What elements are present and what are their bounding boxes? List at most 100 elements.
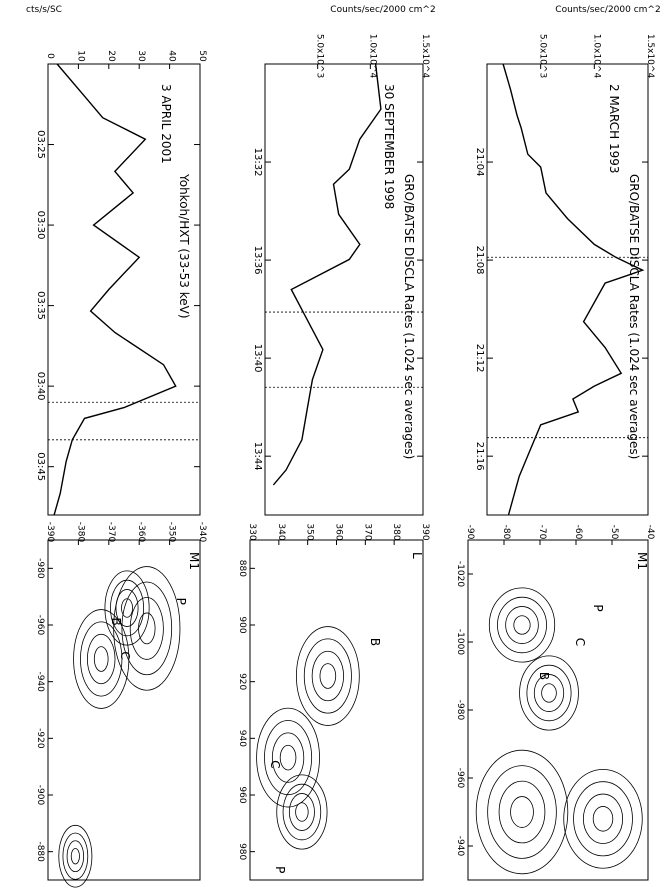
map-tick-label: -1000: [455, 629, 465, 655]
contour-line: [526, 664, 572, 722]
contour-line: [121, 581, 173, 676]
source-label: P: [591, 604, 605, 611]
contour-line: [519, 655, 579, 731]
source-label: C: [573, 638, 587, 646]
contour-line: [541, 683, 557, 703]
map-tick-label: -960: [455, 768, 465, 789]
map-tick-label: -350: [167, 522, 177, 543]
value-tick-label: 30: [136, 50, 146, 62]
time-tick-label: 03:40: [35, 372, 46, 401]
time-tick-label: 13:32: [252, 148, 263, 177]
contour-line: [86, 633, 116, 685]
source-label: P: [174, 598, 188, 605]
contour-line: [110, 579, 145, 637]
contour-line: [303, 638, 352, 714]
map-tick-label: 980: [237, 843, 247, 860]
source-label: P: [273, 866, 287, 873]
map-tick-label: -980: [35, 558, 45, 579]
contour-line: [62, 832, 89, 880]
map-tick-label: 360: [334, 523, 344, 540]
contour-line: [276, 774, 328, 850]
map-panel-label: M1: [635, 552, 649, 570]
source-label: C: [118, 651, 132, 659]
contour-map-bot: -980 -960 -940 -920 -900 -880 -390 -380 -370 -360…: [35, 522, 207, 888]
map-tick-label: -980: [455, 700, 465, 721]
contour-line: [282, 783, 322, 841]
series-line: [502, 63, 645, 516]
contour-line: [104, 570, 150, 646]
contour-line: [264, 720, 313, 796]
map-panel-label: L: [410, 552, 424, 559]
contour-line: [58, 824, 93, 888]
map-tick-label: -70: [537, 525, 547, 540]
map-tick-label: 390: [420, 523, 430, 540]
contour-line: [73, 609, 130, 709]
contour-line: [115, 589, 139, 627]
source-label: B: [109, 617, 123, 625]
contour-line: [533, 674, 565, 712]
time-tick-label: 21:12: [474, 344, 485, 373]
lightcurve-panel-bot: 03:25 03:30 03:35 03:40 03:45 0 10 20 30 40 50 cts/…: [26, 5, 207, 516]
source-label: B: [537, 672, 551, 680]
map-tick-label: -960: [35, 615, 45, 636]
contour-line: [498, 780, 546, 844]
time-tick-label: 03:30: [35, 211, 46, 240]
map-panel-label: M1: [187, 552, 201, 570]
contour-line: [121, 598, 133, 618]
value-tick-label: 5.0x10^3: [315, 34, 325, 78]
series-line: [53, 63, 177, 516]
lightcurve-panel-mid: 13:32 13:36 13:40 13:44 5.0x10^3 1.0x10^4 1.5x…: [252, 5, 436, 516]
source-label: B: [368, 638, 382, 646]
contour-line: [582, 793, 624, 844]
panel-frame: [47, 63, 201, 516]
contour-line: [138, 612, 156, 645]
map-tick-label: 380: [391, 523, 401, 540]
time-tick-label: 21:04: [474, 148, 485, 177]
time-tick-label: 13:36: [252, 246, 263, 275]
contour-line: [563, 768, 643, 869]
contour-line: [271, 732, 305, 783]
map-tick-label: 330: [247, 523, 257, 540]
map-frame: [47, 539, 201, 881]
value-tick-label: 40: [167, 50, 177, 62]
contour-line: [93, 646, 109, 672]
contour-line: [295, 626, 360, 726]
value-tick-label: 1.0x10^4: [591, 34, 601, 79]
map-tick-label: 960: [237, 786, 247, 803]
contour-line: [256, 707, 320, 808]
contour-line: [592, 806, 614, 832]
time-tick-label: 21:16: [474, 442, 485, 471]
map-tick-label: -370: [106, 522, 116, 543]
date-annotation: 2 MARCH 1993: [607, 84, 621, 174]
map-tick-label: -900: [35, 785, 45, 806]
value-tick-label: 0: [45, 53, 55, 59]
contour-line: [488, 587, 556, 663]
contour-line: [279, 744, 297, 771]
contour-line: [80, 621, 123, 697]
contour-line: [66, 840, 85, 873]
value-tick-label: 20: [106, 50, 116, 62]
contour-line: [113, 566, 181, 691]
map-tick-label: 370: [362, 523, 372, 540]
y-axis-label: Counts/sec/2000 cm^2: [555, 5, 660, 15]
map-tick-label: -60: [573, 525, 583, 540]
map-tick-label: -340: [197, 522, 207, 543]
value-tick-label: 1.0x10^4: [367, 34, 377, 79]
y-axis-label: Counts/sec/2000 cm^2: [330, 5, 435, 15]
map-tick-label: -940: [35, 671, 45, 692]
time-tick-label: 13:40: [252, 344, 263, 373]
map-tick-label: 880: [237, 560, 247, 577]
date-annotation: 30 SEPTEMBER 1998: [382, 84, 396, 209]
contour-line: [288, 793, 315, 831]
source-label: C: [268, 760, 282, 768]
time-tick-label: 21:08: [474, 246, 485, 275]
contour-line: [513, 615, 531, 635]
contour-line: [311, 650, 344, 702]
contour-line: [295, 802, 309, 822]
value-tick-label: 10: [75, 50, 85, 62]
map-frame: [249, 539, 424, 881]
time-tick-label: 03:35: [35, 291, 46, 320]
value-tick-label: 5.0x10^3: [538, 34, 548, 78]
map-tick-label: 350: [305, 523, 315, 540]
value-tick-label: 50: [197, 50, 207, 62]
